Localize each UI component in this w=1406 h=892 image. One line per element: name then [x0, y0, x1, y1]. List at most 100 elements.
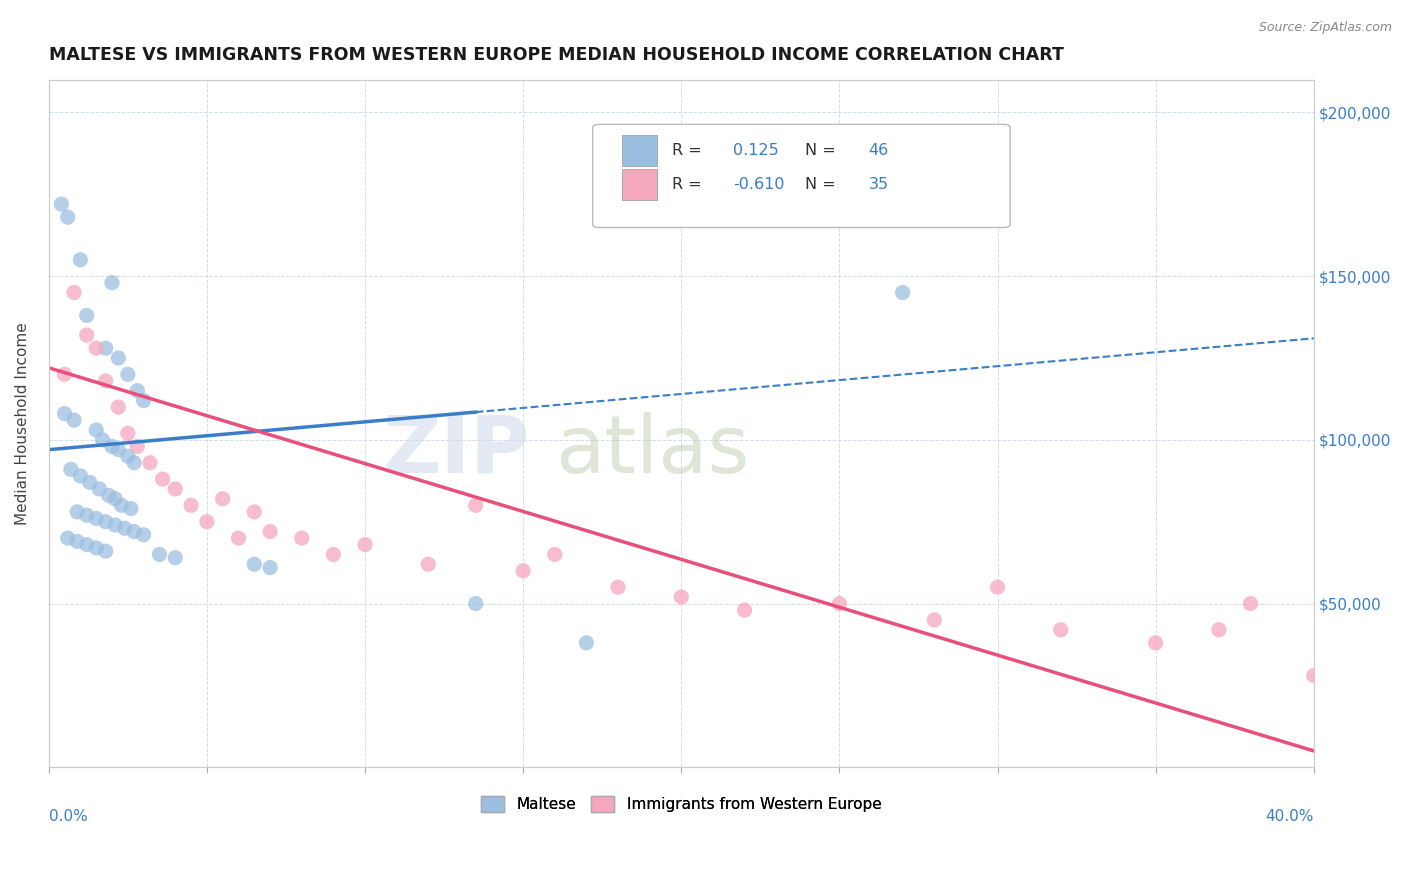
Point — [53, 407, 76, 421]
Point — [53, 368, 76, 382]
Point — [107, 351, 129, 365]
Point — [120, 501, 142, 516]
Point — [101, 276, 124, 290]
Point — [94, 515, 117, 529]
Point — [66, 534, 89, 549]
Point — [132, 393, 155, 408]
Point — [1302, 668, 1324, 682]
Point — [94, 374, 117, 388]
Point — [354, 538, 377, 552]
Point — [544, 548, 567, 562]
Point — [322, 548, 344, 562]
Point — [84, 423, 107, 437]
Point — [148, 548, 170, 562]
Legend: Maltese, Immigrants from Western Europe: Maltese, Immigrants from Western Europe — [475, 790, 887, 818]
Point — [59, 462, 82, 476]
Point — [575, 636, 598, 650]
Point — [56, 531, 79, 545]
Point — [94, 544, 117, 558]
Point — [1049, 623, 1071, 637]
Point — [117, 449, 139, 463]
Point — [51, 197, 73, 211]
Text: Source: ZipAtlas.com: Source: ZipAtlas.com — [1258, 21, 1392, 34]
Point — [512, 564, 534, 578]
Point — [110, 499, 132, 513]
Point — [259, 524, 281, 539]
Point — [464, 597, 486, 611]
Text: N =: N = — [806, 143, 841, 158]
FancyBboxPatch shape — [621, 135, 657, 166]
Point — [63, 285, 86, 300]
Point — [259, 560, 281, 574]
Point — [89, 482, 111, 496]
Point — [66, 505, 89, 519]
Text: MALTESE VS IMMIGRANTS FROM WESTERN EUROPE MEDIAN HOUSEHOLD INCOME CORRELATION CH: MALTESE VS IMMIGRANTS FROM WESTERN EUROP… — [49, 46, 1063, 64]
Point — [243, 505, 266, 519]
Point — [1144, 636, 1167, 650]
Point — [228, 531, 250, 545]
Point — [127, 384, 149, 398]
Point — [464, 499, 486, 513]
Point — [132, 528, 155, 542]
Point — [195, 515, 218, 529]
Point — [165, 550, 187, 565]
Text: 46: 46 — [869, 143, 889, 158]
Text: atlas: atlas — [555, 412, 749, 490]
Point — [165, 482, 187, 496]
FancyBboxPatch shape — [621, 169, 657, 200]
Point — [76, 309, 98, 323]
Point — [69, 252, 91, 267]
Point — [891, 285, 914, 300]
Point — [76, 508, 98, 523]
Point — [243, 558, 266, 572]
Y-axis label: Median Household Income: Median Household Income — [15, 322, 30, 524]
Point — [291, 531, 314, 545]
Text: R =: R = — [672, 143, 707, 158]
Text: N =: N = — [806, 177, 841, 192]
Point — [671, 590, 693, 604]
Text: 0.0%: 0.0% — [49, 808, 87, 823]
Point — [104, 518, 127, 533]
Text: -0.610: -0.610 — [733, 177, 785, 192]
Point — [734, 603, 756, 617]
Point — [418, 558, 440, 572]
Text: ZIP: ZIP — [382, 412, 530, 490]
Text: 40.0%: 40.0% — [1265, 808, 1313, 823]
Point — [101, 439, 124, 453]
Text: R =: R = — [672, 177, 707, 192]
Point — [107, 400, 129, 414]
Point — [56, 210, 79, 224]
Point — [91, 433, 114, 447]
Point — [117, 426, 139, 441]
Point — [152, 472, 174, 486]
Text: 35: 35 — [869, 177, 889, 192]
Point — [122, 524, 145, 539]
Point — [986, 580, 1008, 594]
Point — [84, 341, 107, 355]
Point — [117, 368, 139, 382]
Point — [104, 491, 127, 506]
Point — [63, 413, 86, 427]
Text: 0.125: 0.125 — [733, 143, 779, 158]
Point — [139, 456, 162, 470]
Point — [828, 597, 851, 611]
Point — [69, 468, 91, 483]
Point — [211, 491, 233, 506]
Point — [76, 538, 98, 552]
Point — [84, 541, 107, 555]
Point — [1239, 597, 1261, 611]
Point — [607, 580, 630, 594]
Point — [84, 511, 107, 525]
Point — [180, 499, 202, 513]
Point — [122, 456, 145, 470]
Point — [76, 328, 98, 343]
Point — [79, 475, 101, 490]
Point — [97, 488, 120, 502]
FancyBboxPatch shape — [593, 124, 1010, 227]
Point — [127, 439, 149, 453]
Point — [94, 341, 117, 355]
Point — [1208, 623, 1230, 637]
Point — [922, 613, 945, 627]
Point — [114, 521, 136, 535]
Point — [107, 442, 129, 457]
